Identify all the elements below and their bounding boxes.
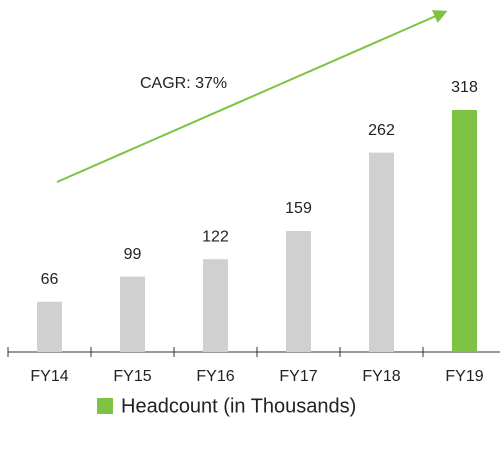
x-tick-label: FY17	[279, 368, 317, 385]
trend-arrow	[56, 10, 448, 183]
value-label: 99	[124, 246, 142, 263]
bar	[120, 276, 145, 352]
annotation: CAGR: 37%	[140, 75, 227, 92]
value-label: 159	[285, 200, 312, 217]
value-label: 66	[41, 271, 59, 288]
value-label: 262	[368, 122, 395, 139]
value-label: 318	[451, 79, 478, 96]
x-tick-label: FY14	[30, 368, 68, 385]
bar	[452, 110, 477, 352]
x-tick-label: FY18	[362, 368, 400, 385]
bar	[203, 259, 228, 352]
x-tick-label: FY19	[445, 368, 483, 385]
bar	[286, 231, 311, 352]
legend-label: Headcount (in Thousands)	[121, 395, 356, 417]
bar	[37, 301, 62, 352]
x-tick-label: FY16	[196, 368, 234, 385]
value-label: 122	[202, 228, 229, 245]
legend-swatch	[97, 398, 113, 414]
x-tick-label: FY15	[113, 368, 151, 385]
bar	[369, 152, 394, 352]
